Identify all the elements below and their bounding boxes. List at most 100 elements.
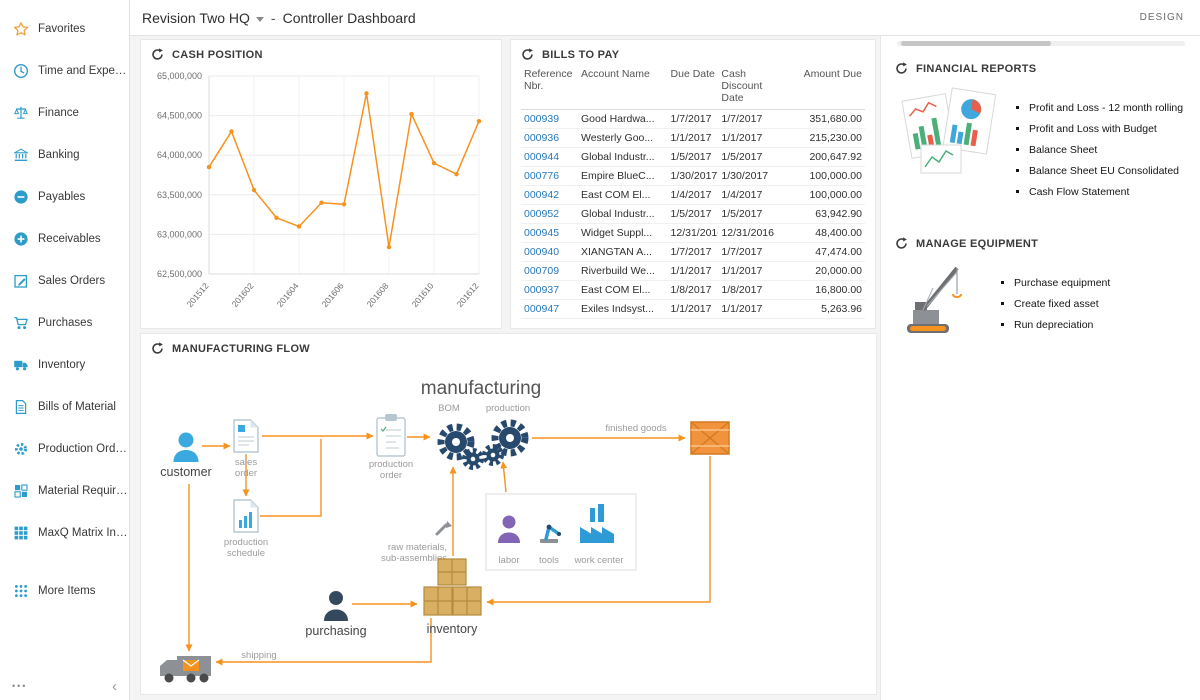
sidebar-item-favorites[interactable]: Favorites (0, 8, 129, 50)
bills-cell: 1/30/2017 (718, 166, 784, 187)
truck-icon (14, 360, 28, 371)
panel-title: FINANCIAL REPORTS (916, 62, 1037, 75)
refresh-icon[interactable] (151, 342, 164, 355)
report-link[interactable]: Balance Sheet (1029, 144, 1183, 156)
reference-link[interactable]: 000942 (521, 185, 578, 206)
bills-row[interactable]: 000939 Good Hardwa... 1/7/2017 1/7/2017 351,… (521, 109, 865, 130)
horizontal-scrollbar[interactable] (897, 41, 1185, 46)
bills-cell: 100,000.00 (783, 166, 865, 187)
sidebar-item-payables[interactable]: Payables (0, 176, 129, 218)
panel-header: CASH POSITION (141, 40, 501, 66)
sidebar-item-receivables[interactable]: Receivables (0, 218, 129, 260)
collapse-sidebar-icon[interactable]: ‹ (112, 677, 117, 695)
company-name[interactable]: Revision Two HQ (142, 9, 250, 26)
design-button[interactable]: DESIGN (1139, 12, 1184, 23)
sidebar-item-label: Material Requirem... (38, 485, 129, 497)
sales-order-icon (233, 419, 259, 453)
report-link[interactable]: Profit and Loss - 12 month rolling (1029, 102, 1183, 114)
screw-icon (435, 521, 452, 536)
column-header[interactable]: Due Date (667, 66, 719, 111)
report-link[interactable]: Cash Flow Statement (1029, 186, 1183, 198)
equipment-action-link[interactable]: Purchase equipment (1014, 277, 1110, 289)
reference-link[interactable]: 000709 (521, 261, 578, 282)
sidebar-item-more-items[interactable]: More Items (0, 570, 129, 612)
svg-text:62,500,000: 62,500,000 (157, 269, 202, 279)
sidebar-item-banking[interactable]: Banking (0, 134, 129, 176)
svg-text:201602: 201602 (230, 281, 256, 309)
bills-cell: 1/5/2017 (718, 147, 784, 168)
refresh-icon[interactable] (521, 48, 534, 61)
sidebar-item-material-requirem[interactable]: Material Requirem... (0, 470, 129, 512)
reference-link[interactable]: 000947 (521, 299, 578, 320)
flow-label-purchasing: purchasing (305, 624, 366, 638)
bills-row[interactable]: 000945 Widget Suppl... 12/31/2016 12/31/201… (521, 223, 865, 244)
bills-row[interactable]: 000936 Westerly Goo... 1/1/2017 1/1/2017 215… (521, 128, 865, 149)
panel-title: BILLS TO PAY (542, 48, 620, 61)
sidebar-item-label: Purchases (38, 317, 93, 329)
sidebar-item-time-and-expenses[interactable]: Time and Expenses (0, 50, 129, 92)
top-header: Revision Two HQ - Controller Dashboard D… (130, 0, 1200, 36)
column-header[interactable]: Reference Nbr. (521, 66, 578, 111)
inventory-boxes-icon (423, 558, 482, 616)
bills-row[interactable]: 000709 Riverbuild We... 1/1/2017 1/1/2017 20… (521, 261, 865, 282)
equipment-action-link[interactable]: Create fixed asset (1014, 298, 1110, 310)
flow-label-shipping: shipping (241, 650, 276, 661)
reference-link[interactable]: 000940 (521, 242, 578, 263)
refresh-icon[interactable] (151, 48, 164, 61)
reference-link[interactable]: 000952 (521, 204, 578, 225)
chevron-down-icon[interactable] (255, 16, 264, 22)
column-header[interactable]: Amount Due (783, 66, 865, 111)
svg-text:64,500,000: 64,500,000 (157, 111, 202, 121)
bills-row[interactable]: 000940 XIANGTAN A... 1/7/2017 1/7/2017 47,47… (521, 242, 865, 263)
column-header[interactable]: Account Name (577, 66, 668, 111)
bills-cell: 1/4/2017 (667, 185, 719, 206)
refresh-icon[interactable] (895, 62, 908, 75)
bills-cell: 1/1/2017 (667, 299, 719, 320)
reference-link[interactable]: 000945 (521, 223, 578, 244)
bills-cell: 16,800.00 (783, 280, 865, 301)
svg-text:63,500,000: 63,500,000 (157, 190, 202, 200)
sidebar-item-bills-of-material[interactable]: Bills of Material (0, 386, 129, 428)
panel-title: MANUFACTURING FLOW (172, 342, 310, 355)
bills-cell: Global Industr... (577, 204, 668, 225)
report-link[interactable]: Balance Sheet EU Consolidated (1029, 165, 1183, 177)
sidebar-item-production-orders[interactable]: Production Orders (0, 428, 129, 470)
reference-link[interactable]: 000937 (521, 280, 578, 301)
bills-row[interactable]: 000947 Exiles Indsyst... 1/1/2017 1/1/2017 5… (521, 299, 865, 320)
column-header[interactable]: Cash Discount Date (718, 66, 784, 111)
scales-icon (14, 106, 28, 119)
bills-row[interactable]: 000952 Global Industr... 1/5/2017 1/5/2017 6… (521, 204, 865, 225)
flow-label-tools: tools (539, 555, 559, 566)
reference-link[interactable]: 000939 (521, 109, 578, 130)
manufacturing-flow-diagram: customer sales order (160, 378, 730, 683)
sidebar-item-finance[interactable]: Finance (0, 92, 129, 134)
sidebar-footer: ••• ‹ (0, 672, 129, 700)
reference-link[interactable]: 000776 (521, 166, 578, 187)
reference-link[interactable]: 000944 (521, 147, 578, 168)
reference-link[interactable]: 000936 (521, 128, 578, 149)
report-link[interactable]: Profit and Loss with Budget (1029, 123, 1183, 135)
bills-row[interactable]: 000944 Global Industr... 1/5/2017 1/5/2017 2… (521, 147, 865, 168)
flow-label-raw-materials-1: raw materials, (388, 542, 447, 553)
sidebar-item-purchases[interactable]: Purchases (0, 302, 129, 344)
star-icon (13, 22, 29, 36)
tools-icon (540, 524, 561, 543)
bills-row[interactable]: 000942 East COM El... 1/4/2017 1/4/2017 100,… (521, 185, 865, 206)
plus-circle-icon (14, 232, 28, 246)
sidebar-item-maxq-matrix-invent[interactable]: MaxQ Matrix Invent... (0, 512, 129, 554)
bills-cell: Widget Suppl... (577, 223, 668, 244)
bills-cell: 200,647.92 (783, 147, 865, 168)
bills-cell: 1/7/2017 (667, 109, 719, 130)
work-center-box (485, 493, 637, 571)
bills-row[interactable]: 000937 East COM El... 1/8/2017 1/8/2017 16,8… (521, 280, 865, 301)
scrollbar-thumb[interactable] (901, 41, 1051, 46)
sidebar-item-sales-orders[interactable]: Sales Orders (0, 260, 129, 302)
refresh-icon[interactable] (895, 237, 908, 250)
sidebar-item-label: Time and Expenses (38, 65, 129, 77)
bills-row[interactable]: 000776 Empire BlueC... 1/30/2017 1/30/2017 1… (521, 166, 865, 187)
more-options-icon[interactable]: ••• (12, 681, 28, 691)
flow-label-production-schedule-1: production (224, 537, 268, 548)
finished-goods-icon (690, 421, 730, 455)
equipment-action-link[interactable]: Run depreciation (1014, 319, 1110, 331)
sidebar-item-inventory[interactable]: Inventory (0, 344, 129, 386)
